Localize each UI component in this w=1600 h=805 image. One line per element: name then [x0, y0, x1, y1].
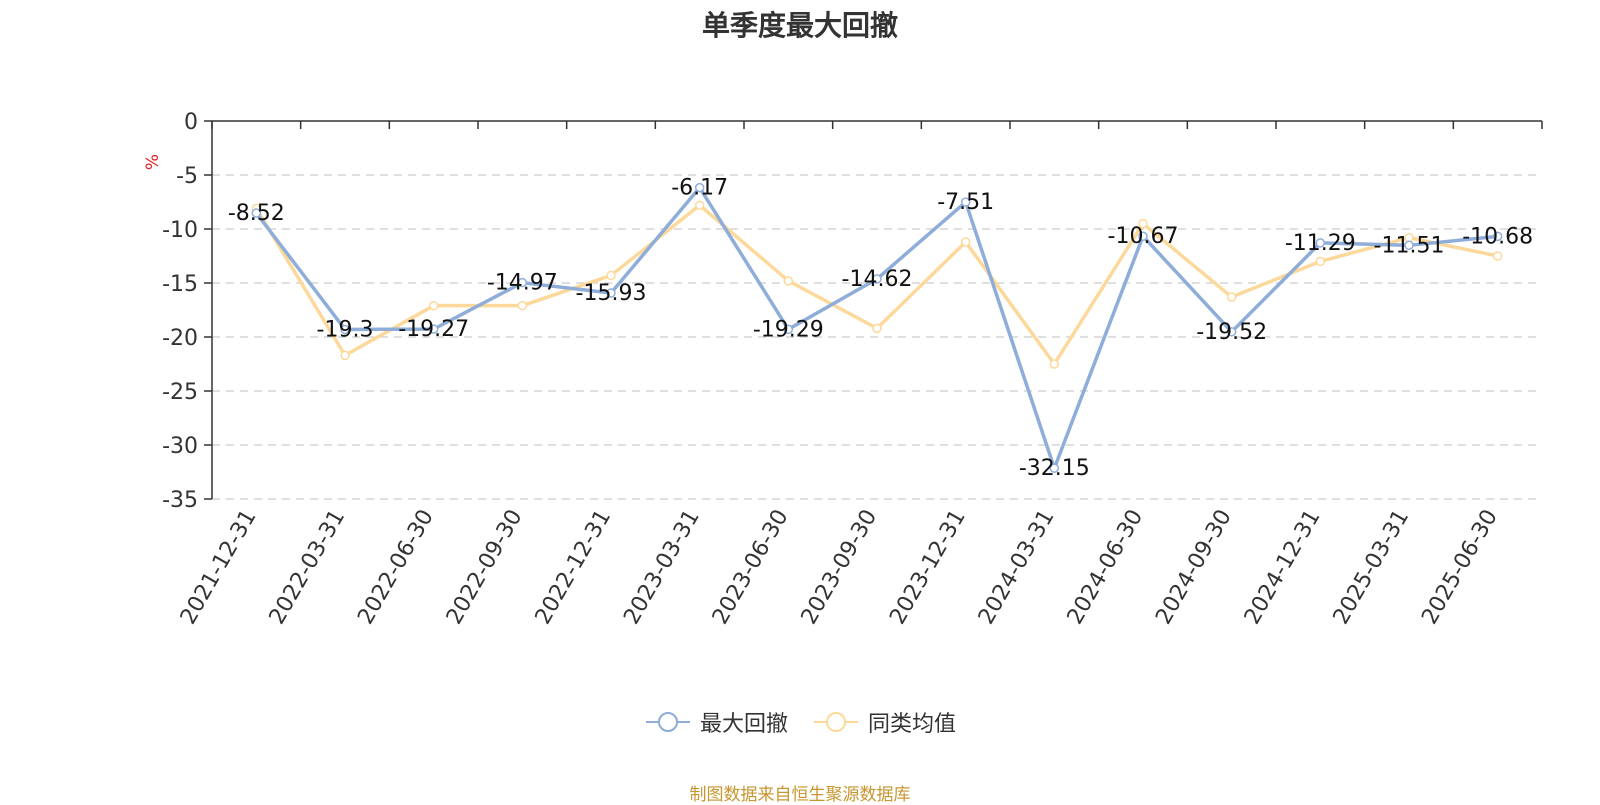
data-point [428, 324, 439, 334]
data-point [1315, 238, 1326, 248]
x-tick-label: 2023-03-31 [619, 506, 705, 629]
y-tick-label: -5 [176, 164, 198, 189]
data-label: -6.17 [671, 176, 728, 201]
x-tick-label: 2025-03-31 [1329, 506, 1415, 629]
y-tick-label: -30 [162, 434, 198, 459]
legend-label: 最大回撤 [699, 712, 788, 737]
x-tick-label: 2021-12-31 [176, 506, 262, 629]
data-point [1138, 218, 1148, 229]
data-point [872, 274, 882, 284]
data-label: -10.68 [1462, 224, 1533, 249]
data-point [517, 277, 528, 288]
y-tick-label: -15 [162, 272, 198, 297]
legend-item-1[interactable]: 同类均值 [812, 706, 956, 738]
data-label: -14.62 [842, 267, 913, 292]
x-tick-label: 2024-03-31 [974, 506, 1060, 629]
data-point [783, 324, 794, 335]
data-point [606, 288, 616, 298]
data-label: -10.67 [1108, 224, 1179, 249]
legend-label: 同类均值 [868, 712, 957, 737]
y-tick-label: -25 [162, 380, 198, 405]
data-point [783, 276, 794, 286]
data-point [694, 200, 705, 210]
data-point [1049, 359, 1060, 369]
data-point [694, 182, 705, 193]
data-point [1138, 231, 1148, 241]
x-tick-label: 2022-12-31 [531, 506, 617, 629]
x-tick-label: 2022-06-30 [353, 505, 439, 628]
y-axis-label: % [143, 154, 163, 170]
data-label: -19.29 [753, 317, 824, 342]
x-tick-label: 2025-06-30 [1417, 506, 1503, 629]
x-tick-label: 2024-12-31 [1240, 506, 1326, 629]
y-tick-label: -20 [162, 326, 198, 351]
data-point [340, 324, 350, 335]
x-tick-label: 2022-03-31 [265, 506, 351, 629]
x-tick-label: 2022-09-30 [442, 506, 528, 629]
data-point [428, 300, 439, 311]
data-point [1049, 463, 1060, 473]
data-label: -19.3 [317, 317, 374, 342]
data-point [1315, 256, 1326, 267]
data-label: -11.51 [1374, 233, 1445, 258]
source-note: 制图数据来自恒生聚源数据库 [689, 785, 911, 805]
data-point [960, 237, 971, 247]
data-label: -32.15 [1019, 456, 1090, 481]
legend-item-0[interactable]: 最大回撤 [644, 706, 788, 738]
y-tick-label: -10 [162, 218, 198, 243]
data-point [340, 350, 350, 361]
data-point [251, 208, 262, 218]
y-tick-label: 0 [184, 110, 198, 135]
data-point [1492, 231, 1503, 242]
series-lines [251, 182, 1503, 473]
x-tick-label: 2023-09-30 [797, 506, 883, 629]
data-labels: -8.52-19.3 -19.27-14.97 -15.93-6.17-19.29-… [228, 176, 1533, 482]
x-tick-label: 2024-09-30 [1151, 506, 1237, 629]
data-label: -8.52 [228, 201, 285, 226]
x-tick-label: 2023-06-30 [708, 506, 794, 629]
data-label: -7.51 [937, 190, 994, 215]
data-label: -15.93 [576, 281, 647, 306]
y-tick-label: -35 [162, 488, 198, 513]
data-point [517, 300, 528, 311]
data-label: -11.29 [1285, 231, 1356, 256]
axes: 0 -5 -10 -15 -20 -25 -30 -35% 2021-12-31 2022-03-… [143, 110, 1543, 629]
data-point [1226, 327, 1237, 337]
data-label: -14.97 [487, 271, 558, 296]
data-point [872, 323, 882, 334]
data-label: -19.52 [1196, 320, 1267, 345]
data-point [1492, 251, 1503, 261]
data-label: -19.27 [398, 317, 469, 342]
data-point [606, 270, 616, 281]
data-point [960, 197, 971, 207]
data-point [1226, 292, 1237, 302]
x-tick-label: 2023-12-31 [885, 506, 971, 629]
legend: 最大回撤 同类均值 [0, 706, 1600, 738]
data-point [1404, 240, 1414, 251]
x-tick-label: 2024-06-30 [1063, 506, 1149, 629]
legend-marker-icon [814, 712, 858, 732]
legend-marker-icon [645, 712, 690, 732]
chart-title: 单季度最大回撤 [701, 9, 898, 42]
